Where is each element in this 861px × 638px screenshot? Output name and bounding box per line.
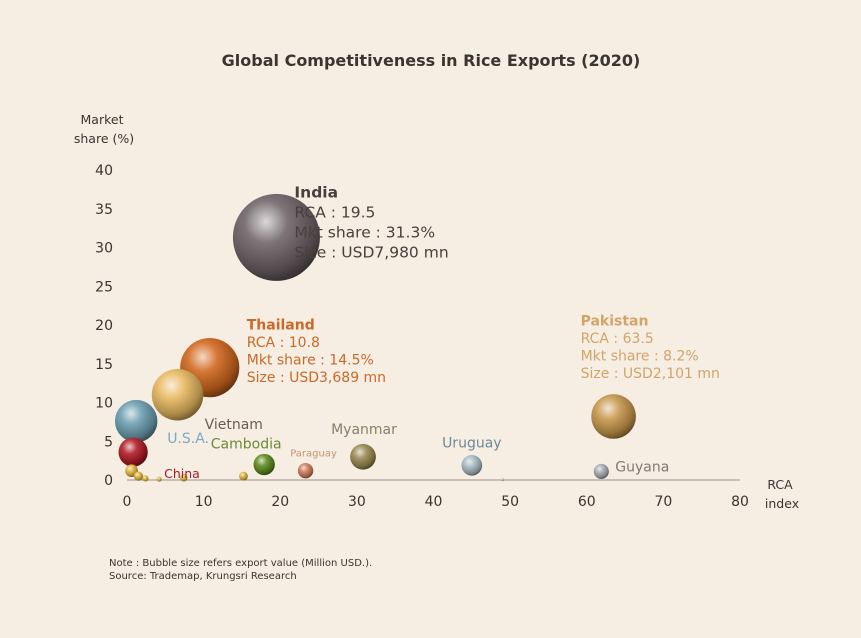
bubble-minor [179,473,188,482]
y-tick-label: 10 [95,396,113,412]
annotation-pakistan: Pakistan RCA : 63.5 Mkt share : 8.2% Size :… [581,313,720,382]
note-text: Note : Bubble size refers export value (… [109,558,372,569]
bubble-minor [156,476,162,482]
annotations: India RCA : 19.5 Mkt share : 31.3% Size : U… [247,183,720,386]
x-tick-label: 50 [501,494,519,510]
bubble-guyana [593,463,609,480]
bubble-paraguay [297,462,314,479]
y-tick-label: 0 [104,473,113,489]
y-tick-label: 30 [95,241,113,257]
y-tick-labels: 0 5 10 15 20 25 30 35 40 [95,163,113,489]
bubble-uruguay [461,454,483,476]
x-tick-label: 0 [123,494,132,510]
x-axis-label: RCA index [765,477,799,511]
x-tick-label: 20 [271,494,289,510]
bubble-india [232,193,320,281]
bubble-minor [239,471,248,481]
bubble-vietnam [151,368,204,421]
y-tick-label: 25 [95,279,113,295]
label-cambodia: Cambodia [211,437,282,453]
bubble-u-s-a [114,399,158,443]
label-u-s-a: U.S.A. [167,431,209,447]
y-tick-label: 5 [104,434,113,450]
y-tick-label: 40 [95,163,113,179]
annotation-thailand: Thailand RCA : 10.8 Mkt share : 14.5% Size … [247,318,386,387]
x-tick-label: 80 [731,494,749,510]
bubble-pakistan [591,394,636,439]
x-tick-labels: 0 10 20 30 40 50 60 70 80 [123,494,749,510]
label-china: China [164,466,200,481]
y-axis-label: Market share (%) [74,112,134,146]
y-tick-label: 35 [95,202,113,218]
bubble-minor [133,471,144,481]
x-tick-label: 60 [578,494,596,510]
y-tick-label: 15 [95,357,113,373]
bubble-cambodia [253,453,275,476]
annotation-india: India RCA : 19.5 Mkt share : 31.3% Size : U… [294,183,448,261]
x-tick-label: 10 [195,494,213,510]
bubble-myanmar [350,443,376,470]
bubble-china [118,437,148,467]
source-text: Source: Trademap, Krungsri Research [109,571,297,582]
label-uruguay: Uruguay [442,435,502,451]
x-tick-label: 40 [425,494,443,510]
label-paraguay: Paraguay [290,449,337,460]
x-tick-label: 70 [654,494,672,510]
bubble-minor [142,475,149,482]
x-tick-label: 30 [348,494,366,510]
bubbles [114,193,636,482]
label-vietnam: Vietnam [205,417,263,433]
y-tick-label: 20 [95,318,113,334]
chart-title: Global Competitiveness in Rice Exports (… [222,51,641,70]
label-myanmar: Myanmar [331,422,397,438]
label-guyana: Guyana [615,459,669,475]
bubble-minor [500,478,504,482]
